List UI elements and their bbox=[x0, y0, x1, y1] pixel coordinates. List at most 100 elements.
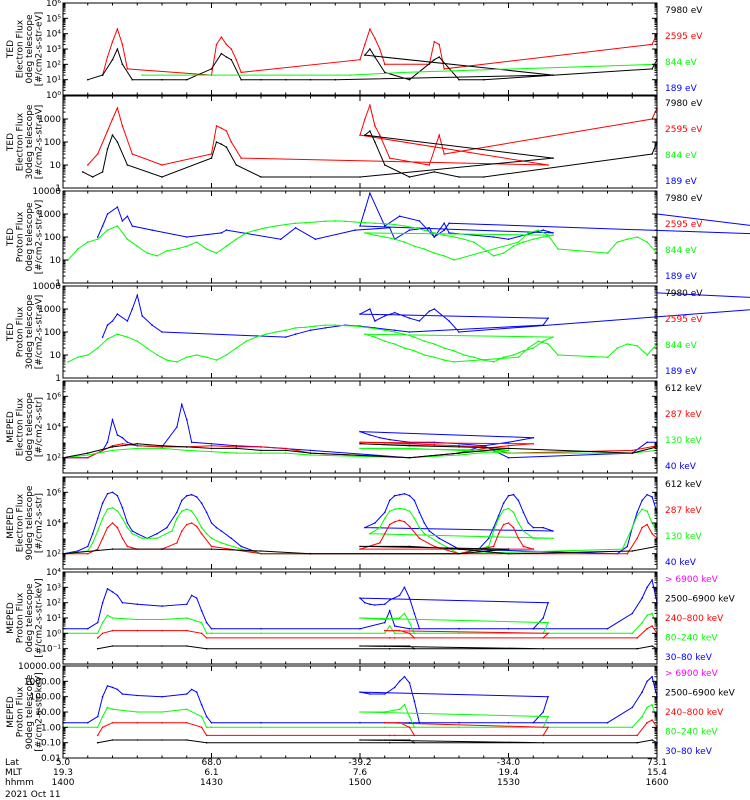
panel-3-point bbox=[542, 229, 544, 231]
panel-3-point bbox=[275, 225, 277, 227]
panel-5-legend-entry: 40 keV bbox=[665, 462, 697, 472]
panel-8-point bbox=[398, 708, 401, 711]
panel-4-point bbox=[166, 359, 168, 361]
panel-3-point bbox=[314, 238, 317, 240]
panel-6-point bbox=[369, 532, 371, 535]
panel-6-point bbox=[492, 526, 495, 529]
panel-7-point bbox=[186, 617, 188, 619]
panel-5-point bbox=[458, 446, 460, 448]
panel-1-point bbox=[220, 52, 223, 55]
panel-4-point bbox=[453, 361, 455, 363]
panel-6-point bbox=[181, 510, 183, 512]
panel-5-point bbox=[507, 452, 510, 454]
panel-1-point bbox=[285, 78, 287, 81]
panel-5-y-tick-label: 10⁴ bbox=[46, 423, 61, 433]
panel-8-point bbox=[260, 726, 262, 729]
panel-6-point bbox=[156, 537, 158, 540]
panel-2-point bbox=[210, 157, 213, 159]
panel-7-point bbox=[205, 647, 208, 650]
panel-5-point bbox=[190, 441, 193, 444]
panel-8-ylabel-line: Proton Flux bbox=[16, 686, 26, 737]
panel-7-point bbox=[388, 625, 391, 627]
panel-7-point bbox=[408, 621, 411, 624]
panel-7-point bbox=[413, 647, 416, 650]
panel-6-point bbox=[176, 517, 178, 520]
panel-5-point bbox=[458, 449, 460, 452]
panel-4-point bbox=[453, 350, 455, 352]
panel-8-series-green-line bbox=[63, 703, 658, 728]
panel-6-point bbox=[458, 548, 460, 550]
panel-3: 1 10 100 1000 10000 TED Proton Flux 0deg telesc… bbox=[6, 187, 750, 289]
panel-3-point bbox=[552, 234, 554, 236]
panel-4-point bbox=[285, 329, 287, 332]
panel-8-y-tick-label: 10.00 bbox=[35, 708, 61, 718]
panel-4-point bbox=[547, 343, 549, 345]
panel-6-point bbox=[260, 552, 262, 555]
panel-4-point bbox=[374, 336, 376, 338]
panel-4-point bbox=[186, 356, 188, 359]
panel-8-series-blue-line bbox=[63, 675, 658, 724]
panel-3-point bbox=[136, 245, 139, 247]
panel-3-point bbox=[77, 248, 79, 250]
panel-6-point bbox=[641, 508, 643, 511]
panel-5-point bbox=[379, 436, 381, 439]
panel-7-point bbox=[408, 645, 411, 647]
panel-8-point bbox=[413, 734, 416, 737]
panel-7-point bbox=[398, 629, 401, 632]
panel-5-point bbox=[235, 446, 238, 448]
panel-4-point bbox=[136, 294, 139, 297]
panel-8-series-black-line bbox=[97, 739, 658, 744]
panel-8-point bbox=[631, 726, 634, 729]
panel-7-point bbox=[364, 601, 366, 604]
panel-6-point bbox=[205, 532, 208, 535]
panel-6-point bbox=[77, 550, 79, 552]
panel-2-y-tick-label: 1000 bbox=[38, 115, 61, 125]
panel-6-ylabel-line: 90deg telescope bbox=[25, 485, 35, 560]
panel-4-point bbox=[423, 354, 426, 356]
panel-6-point bbox=[186, 523, 188, 526]
panel-5-point bbox=[186, 418, 188, 421]
panel-7-point bbox=[403, 586, 406, 589]
panel-6-point bbox=[497, 514, 500, 517]
panel-7-point bbox=[121, 601, 124, 604]
panel-3-point bbox=[453, 259, 455, 261]
panel-5-point bbox=[176, 426, 178, 428]
panel-5-point bbox=[186, 449, 188, 452]
panel-4-point bbox=[636, 345, 638, 347]
panel-6-point bbox=[522, 511, 525, 514]
panel-3-point bbox=[384, 225, 386, 227]
panel-7-point bbox=[200, 609, 203, 612]
panel-1-point bbox=[210, 68, 213, 70]
panel-6-point bbox=[186, 494, 188, 497]
panel-3-point bbox=[364, 209, 366, 211]
panel-5-point bbox=[285, 452, 287, 454]
panel-1-point bbox=[235, 58, 238, 61]
panel-4-point bbox=[309, 329, 312, 332]
panel-3-point bbox=[186, 236, 188, 238]
panel-8-point bbox=[111, 739, 114, 741]
panel-5-point bbox=[285, 447, 287, 450]
panel-1-ylabel-line: [#/cm2-s-str-eV] bbox=[35, 12, 45, 87]
panel-7-point bbox=[641, 621, 643, 624]
panel-2-y-tick-label: 10 bbox=[50, 161, 62, 171]
panel-1-point bbox=[260, 78, 262, 81]
panel-6-point bbox=[438, 542, 441, 544]
panel-1-point bbox=[349, 74, 351, 76]
panel-7-point bbox=[398, 594, 401, 597]
panel-6: 10² 10⁴ 10⁶ MEPED Electron Flux 90deg telesco… bbox=[6, 476, 702, 570]
panel-3-point bbox=[403, 225, 406, 227]
panel-6-point bbox=[240, 548, 242, 550]
panel-3-point bbox=[423, 229, 426, 231]
panel-3-point bbox=[448, 232, 450, 234]
panel-7-point bbox=[106, 588, 109, 590]
panel-7-ylabel-line: Proton Flux bbox=[16, 592, 26, 643]
panel-5-point bbox=[631, 449, 634, 452]
panel-1-frame bbox=[62, 2, 658, 96]
panel-4-point bbox=[413, 336, 416, 338]
panel-8-point bbox=[260, 721, 262, 724]
panel-7-point bbox=[161, 629, 163, 632]
panel-2-point bbox=[121, 125, 124, 127]
panel-6-point bbox=[116, 526, 119, 529]
panel-1-point bbox=[369, 28, 371, 30]
